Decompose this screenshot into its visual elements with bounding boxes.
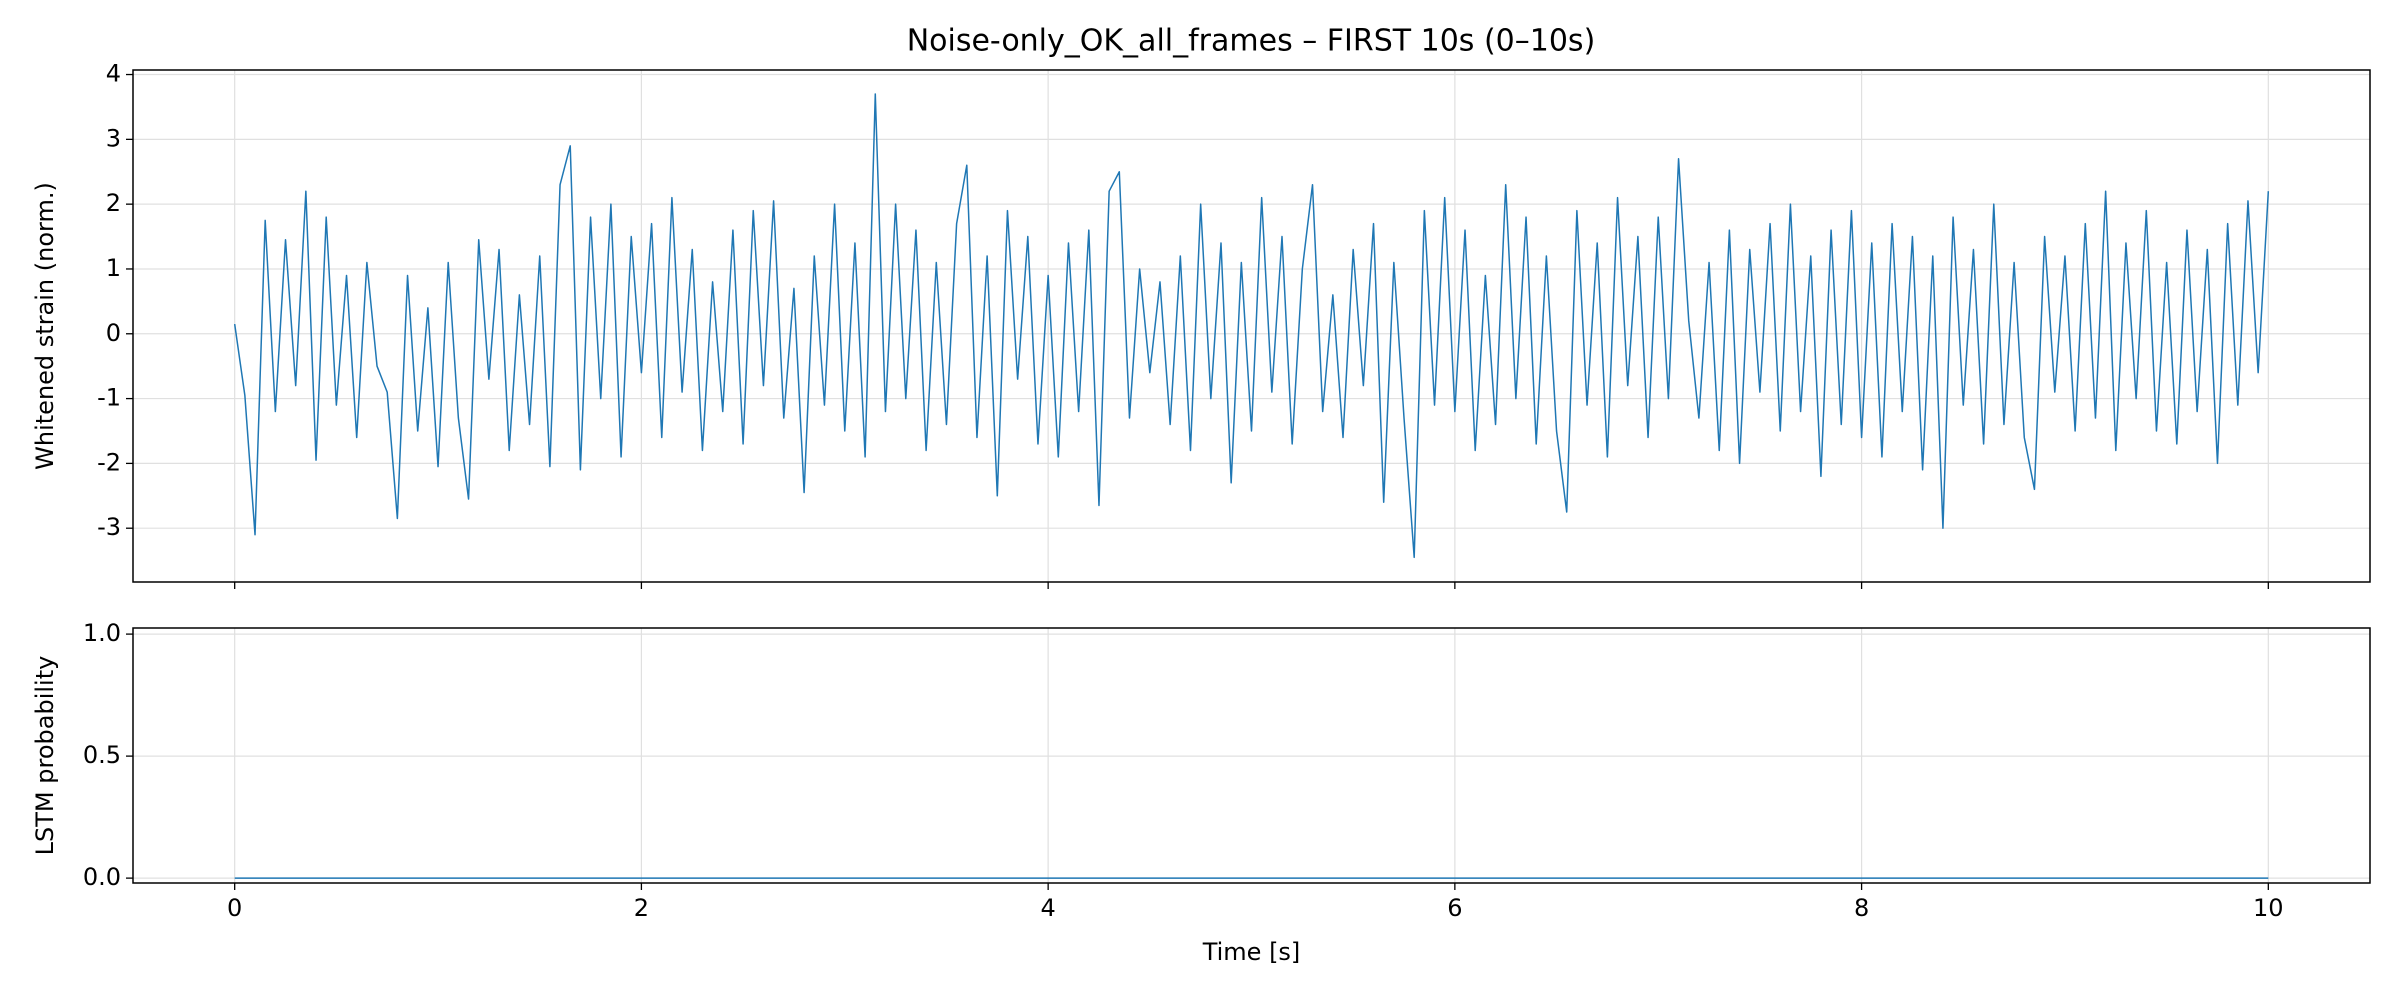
x-tick-label: 4 <box>1040 894 1055 922</box>
axes-frame <box>132 627 2371 884</box>
chart-title: Noise-only_OK_all_frames – FIRST 10s (0–… <box>907 24 1596 59</box>
x-tick-label: 2 <box>634 894 649 922</box>
x-tick-label: 0 <box>227 894 242 922</box>
y-tick-label: 1.0 <box>83 619 121 647</box>
signal-line <box>233 93 2270 559</box>
y-axis-label: Whitened strain (norm.) <box>31 182 59 470</box>
y-tick-label: 0.5 <box>83 741 121 769</box>
y-tick-label: -2 <box>97 448 121 476</box>
x-axis-label: Time [s] <box>1202 938 1301 966</box>
y-tick-label: 2 <box>106 189 121 217</box>
y-tick-label: -1 <box>97 384 121 412</box>
x-tick-label: 6 <box>1447 894 1462 922</box>
y-tick-label: 0.0 <box>83 863 121 891</box>
x-tick-label: 8 <box>1854 894 1869 922</box>
y-axis-label: LSTM probability <box>31 656 59 856</box>
axes-frame <box>132 69 2371 583</box>
y-tick-label: 1 <box>106 254 121 282</box>
y-tick-label: 0 <box>106 319 121 347</box>
y-tick-label: -3 <box>97 513 121 541</box>
x-tick-label: 10 <box>2253 894 2284 922</box>
y-tick-label: 3 <box>106 124 121 152</box>
y-tick-label: 4 <box>106 60 121 88</box>
